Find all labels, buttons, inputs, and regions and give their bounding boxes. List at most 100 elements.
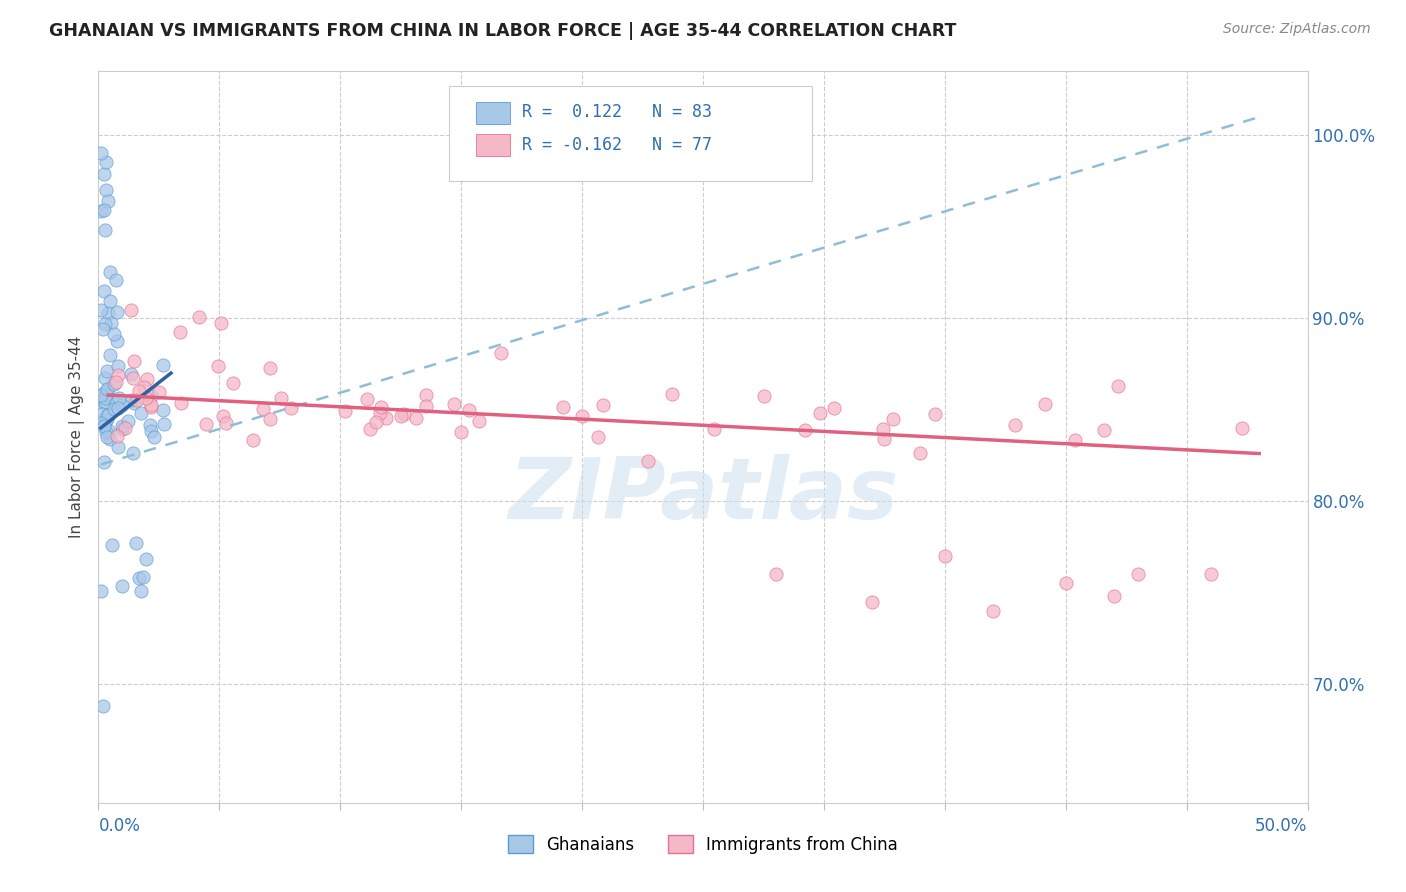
Point	[794, 423, 817, 437]
Point	[270, 391, 292, 405]
Point	[128, 571, 150, 585]
Point	[152, 402, 174, 417]
Point	[111, 579, 134, 593]
Point	[368, 406, 391, 420]
FancyBboxPatch shape	[449, 86, 811, 181]
Point	[103, 377, 125, 392]
Point	[924, 407, 946, 421]
Point	[94, 425, 117, 439]
Text: 0.0%: 0.0%	[98, 817, 141, 836]
Point	[765, 567, 787, 582]
Point	[195, 417, 218, 432]
Point	[1102, 589, 1125, 603]
Point	[90, 407, 112, 421]
Point	[934, 549, 956, 563]
Point	[93, 223, 115, 237]
Point	[103, 402, 125, 417]
Text: R =  0.122   N = 83: R = 0.122 N = 83	[522, 103, 711, 121]
Point	[93, 317, 115, 331]
Point	[910, 446, 932, 460]
Point	[91, 411, 114, 425]
Point	[252, 401, 274, 416]
Point	[823, 401, 845, 415]
Point	[96, 411, 118, 425]
Point	[141, 401, 163, 415]
Point	[120, 367, 142, 381]
Point	[1063, 433, 1085, 447]
Point	[105, 304, 128, 318]
Point	[457, 403, 479, 417]
Point	[1199, 567, 1222, 582]
Point	[94, 388, 117, 402]
Point	[280, 401, 302, 415]
Point	[415, 388, 437, 402]
Point	[1092, 423, 1115, 437]
Point	[374, 411, 396, 425]
Point	[96, 430, 118, 444]
Point	[468, 414, 491, 428]
Point	[139, 398, 162, 412]
Point	[333, 404, 356, 418]
Point	[873, 432, 896, 446]
Point	[96, 383, 118, 397]
FancyBboxPatch shape	[475, 102, 509, 124]
Point	[127, 392, 149, 407]
Point	[1107, 379, 1129, 393]
Point	[209, 316, 232, 330]
Y-axis label: In Labor Force | Age 35-44: In Labor Force | Age 35-44	[69, 336, 84, 538]
Point	[97, 305, 120, 319]
Point	[152, 417, 174, 431]
Point	[132, 570, 155, 584]
Point	[860, 594, 883, 608]
Point	[148, 385, 170, 400]
Point	[571, 409, 593, 424]
Point	[111, 398, 134, 412]
Point	[872, 422, 894, 436]
Point	[98, 294, 121, 309]
Point	[139, 424, 162, 438]
Point	[637, 453, 659, 467]
Point	[93, 202, 115, 217]
Point	[90, 388, 112, 402]
Point	[359, 422, 381, 436]
Point	[98, 348, 121, 362]
Point	[93, 455, 115, 469]
Point	[364, 416, 387, 430]
Point	[94, 155, 117, 169]
Point	[107, 368, 129, 382]
Point	[489, 345, 512, 359]
Point	[94, 397, 117, 411]
Text: ZIPatlas: ZIPatlas	[508, 454, 898, 537]
Point	[105, 334, 128, 349]
Point	[128, 384, 150, 398]
Point	[450, 425, 472, 439]
Point	[104, 375, 127, 389]
Point	[592, 398, 614, 412]
Point	[97, 408, 120, 422]
Point	[120, 392, 142, 407]
Point	[98, 265, 121, 279]
Point	[101, 538, 124, 552]
Point	[103, 326, 125, 341]
Point	[259, 360, 281, 375]
Point	[122, 446, 145, 460]
Point	[405, 411, 427, 425]
Point	[882, 411, 904, 425]
Text: R = -0.162   N = 77: R = -0.162 N = 77	[522, 136, 711, 153]
Point	[98, 432, 121, 446]
Point	[415, 399, 437, 413]
Point	[703, 422, 725, 436]
Point	[93, 419, 115, 434]
Point	[1004, 418, 1026, 433]
Point	[129, 583, 152, 598]
Point	[1033, 397, 1056, 411]
Point	[661, 386, 683, 401]
Point	[94, 415, 117, 429]
Point	[214, 417, 236, 431]
Point	[94, 388, 117, 402]
Point	[90, 204, 112, 219]
Point	[124, 354, 146, 368]
Point	[370, 400, 392, 414]
Point	[96, 364, 118, 378]
Point	[389, 409, 412, 424]
